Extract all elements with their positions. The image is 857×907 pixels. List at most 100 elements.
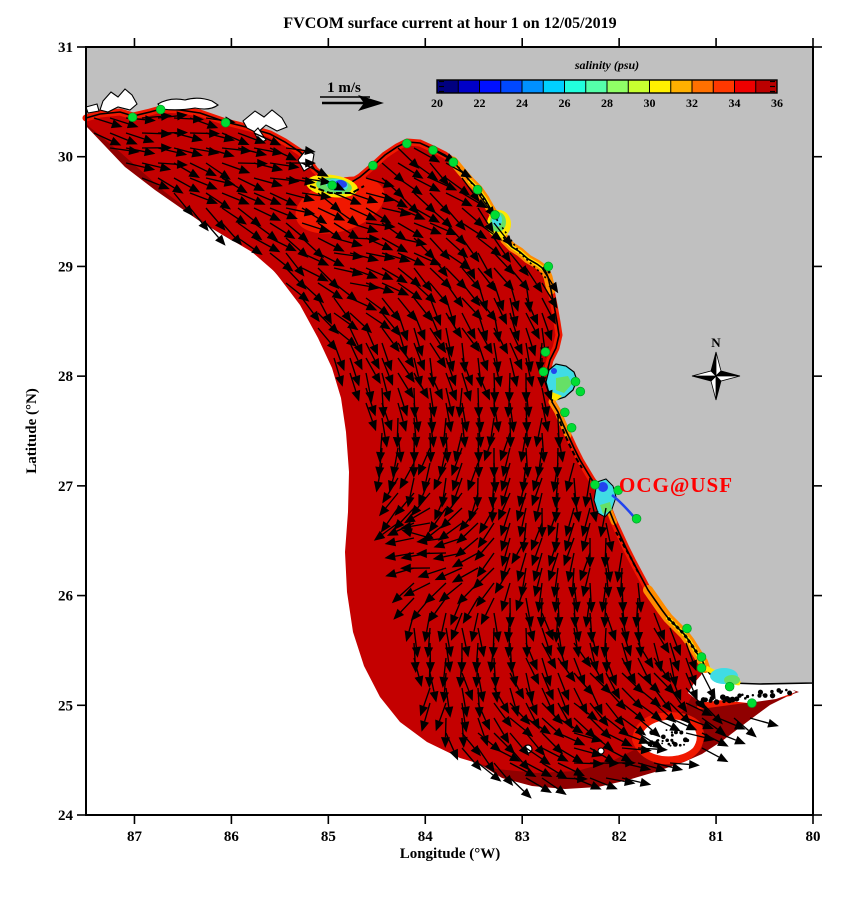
current-arrow <box>317 207 336 217</box>
current-arrowhead-icon <box>475 376 485 388</box>
current-arrow <box>637 672 653 687</box>
current-arrow <box>443 552 463 558</box>
current-arrow <box>477 417 481 438</box>
current-arrowhead-icon <box>546 312 556 325</box>
current-arrow <box>301 207 319 219</box>
current-arrowhead-icon <box>346 336 358 347</box>
current-arrow <box>445 237 461 252</box>
current-arrowhead-icon <box>459 436 469 448</box>
current-arrowhead-icon <box>594 672 604 685</box>
current-arrow <box>493 462 496 483</box>
current-arrow <box>493 267 508 283</box>
current-arrow <box>237 132 257 141</box>
choctawhatchee-bay <box>157 97 219 111</box>
current-arrowhead-icon <box>479 522 489 535</box>
current-arrow <box>391 462 399 482</box>
current-arrow <box>520 477 527 497</box>
keys-islet <box>770 689 774 694</box>
current-arrow <box>400 507 415 523</box>
current-arrowhead-icon <box>304 146 316 156</box>
current-arrowhead-icon <box>532 281 543 294</box>
current-arrow <box>285 177 306 182</box>
current-arrow <box>493 222 507 239</box>
current-arrowhead-icon <box>563 554 572 567</box>
current-arrowhead-icon <box>586 631 596 643</box>
current-arrowhead-icon <box>545 688 554 701</box>
current-arrowhead-icon <box>531 494 540 507</box>
current-arrow <box>477 372 487 391</box>
current-arrowhead-icon <box>532 570 542 582</box>
current-arrowhead-icon <box>126 119 139 129</box>
current-arrow <box>685 717 705 726</box>
current-arrowhead-icon <box>621 737 633 747</box>
current-arrow <box>349 207 368 217</box>
current-arrow <box>444 567 463 577</box>
current-arrow <box>493 732 509 748</box>
current-arrow <box>385 492 399 509</box>
current-arrowhead-icon <box>331 230 343 241</box>
current-arrow <box>717 732 737 741</box>
keys-islet <box>649 744 653 748</box>
colorbar-tick-label: 30 <box>644 96 656 110</box>
keys-islet <box>785 688 788 692</box>
current-arrowhead-icon <box>371 372 381 385</box>
current-arrowhead-icon <box>479 359 489 372</box>
current-arrowhead-icon <box>434 508 443 521</box>
current-arrow <box>285 222 302 236</box>
current-arrowhead-icon <box>351 389 361 402</box>
current-arrowhead-icon <box>441 217 453 228</box>
current-arrow <box>253 222 270 235</box>
current-arrowhead-icon <box>483 267 493 280</box>
current-arrow <box>381 342 389 362</box>
keys-islet <box>729 696 736 703</box>
current-arrow <box>381 282 400 292</box>
current-arrowhead-icon <box>416 548 427 558</box>
current-arrow <box>621 717 638 730</box>
x-tick-label: 82 <box>612 829 627 845</box>
shark-river-patch <box>704 665 741 687</box>
current-arrowhead-icon <box>638 735 651 744</box>
current-arrowhead-icon <box>205 167 217 177</box>
current-arrow <box>669 672 678 692</box>
current-arrowhead-icon <box>565 670 576 683</box>
current-arrow <box>573 717 589 732</box>
current-arrowhead-icon <box>476 198 488 209</box>
current-arrow <box>445 222 460 238</box>
current-arrowhead-icon <box>333 242 345 252</box>
current-arrow <box>397 147 413 162</box>
current-arrow <box>443 417 447 438</box>
current-arrowhead-icon <box>439 676 449 688</box>
current-arrow <box>157 147 177 154</box>
current-arrowhead-icon <box>547 657 557 670</box>
current-arrow <box>717 717 736 726</box>
current-arrowhead-icon <box>632 698 644 710</box>
current-arrowhead-icon <box>333 257 345 267</box>
current-arrowhead-icon <box>451 479 461 492</box>
current-arrow <box>461 177 474 194</box>
current-arrow <box>446 522 463 535</box>
current-arrowhead-icon <box>401 528 413 538</box>
current-arrow <box>551 537 559 557</box>
current-arrowhead-icon <box>564 525 574 537</box>
station-dot <box>155 104 166 115</box>
current-arrowhead-icon <box>294 265 305 277</box>
current-arrow <box>589 627 596 647</box>
current-arrow <box>413 207 432 219</box>
current-arrowhead-icon <box>498 508 507 521</box>
current-arrow <box>637 702 654 715</box>
current-arrowhead-icon <box>435 719 444 732</box>
current-arrow <box>413 297 427 314</box>
current-arrowhead-icon <box>392 437 402 448</box>
current-arrowhead-icon <box>548 297 558 309</box>
current-arrow <box>525 687 534 707</box>
current-arrow <box>189 177 209 186</box>
station-dot <box>696 652 707 662</box>
current-arrowhead-icon <box>365 211 378 221</box>
current-arrowhead-icon <box>370 358 380 370</box>
current-arrowhead-icon <box>499 449 509 462</box>
current-arrow <box>461 282 475 299</box>
current-arrow <box>317 297 328 316</box>
current-arrowhead-icon <box>235 214 247 225</box>
current-arrowhead-icon <box>656 629 666 642</box>
current-arrowhead-icon <box>379 319 391 330</box>
